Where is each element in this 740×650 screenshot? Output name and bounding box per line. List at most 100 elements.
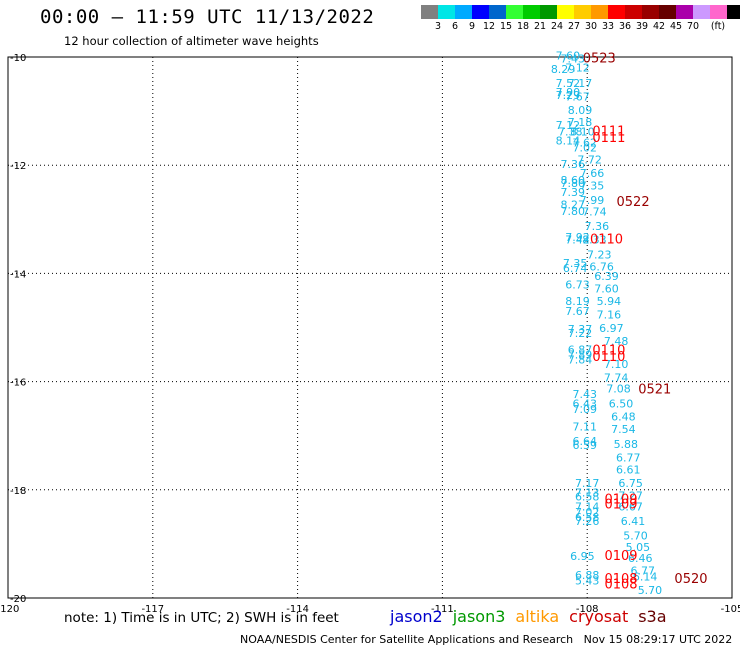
colorbar-swatch [540,5,557,19]
wave-height-point: 7.08 [606,382,631,395]
colorbar-label: 15 [499,21,513,32]
wave-height-point: 8.29 [551,63,576,76]
wave-height-point: 7.43 [573,388,598,401]
colorbar-swatch [523,5,540,19]
wave-height-point: 7.80 [560,205,585,218]
wave-height-point: 6.58 [575,511,600,524]
colorbar-swatch [557,5,574,19]
colorbar-swatch [438,5,455,19]
colorbar-label: 6 [451,21,459,32]
pass-time-label: 0523 [583,51,616,66]
wave-height-point: 7.66 [580,167,605,180]
wave-height-point: 7.10 [604,358,629,371]
satellite-label-altika: altika [515,607,560,626]
wave-height-point: 7.52 [556,77,581,90]
pass-time-label: 0108 [604,572,637,587]
wave-height-point: 6.41 [621,515,646,528]
wave-height-point: 6.73 [565,279,590,292]
wave-height-point: 5.70 [623,530,648,543]
wave-height-point: 7.22 [568,327,593,340]
wave-height-point: 6.87 [568,343,593,356]
pass-time-label: 0110 [592,350,625,365]
colorbar-label: 18 [516,21,530,32]
satellite-label-s3a: s3a [638,607,667,626]
wave-height-point: 6.64 [573,435,598,448]
colorbar-label: 70 [686,21,700,32]
pass-time-label: 0111 [592,124,625,139]
colorbar-swatch [642,5,659,19]
wave-height-point: 7.12 [565,62,590,75]
wave-height-point: 6.43 [573,398,598,411]
chart-subtitle: 12 hour collection of altimeter wave hei… [64,34,319,48]
wave-height-point: 7.11 [573,420,598,433]
pass-time-label: 0109 [604,498,637,513]
colorbar-label: 24 [550,21,564,32]
wave-height-point: 5.88 [614,438,639,451]
wave-height-point: 8.27 [560,198,585,211]
colorbar-swatch [421,5,438,19]
y-tick-label: -20 [10,594,26,605]
colorbar-label: 33 [601,21,615,32]
wave-height-point: 7.35 [563,257,588,270]
colorbar-label: 12 [482,21,496,32]
colorbar-swatch [506,5,523,19]
wave-height-point: 5.05 [626,541,651,554]
wave-height-point: 6.97 [599,322,624,335]
satellite-label-cryosat: cryosat [569,607,629,626]
wave-height-point: 7.36 [560,158,585,171]
wave-height-point: 6.88 [575,569,600,582]
x-tick-label: -117 [141,604,164,615]
wave-height-point: 7.84 [568,354,593,367]
colorbar-swatch [574,5,591,19]
wave-height-point: 8.14 [556,135,581,148]
wave-height-point: 7.35 [580,180,605,193]
wave-height-point: 6.74 [563,262,588,275]
x-tick-label: -120 [0,604,19,615]
wave-height-point: 7.16 [597,308,622,321]
wave-height-point: 6.14 [633,571,658,584]
plot-frame [7,56,733,599]
colorbar-label: 21 [533,21,547,32]
wave-height-point: 6.77 [616,452,641,465]
pass-time-label: 0522 [617,195,650,210]
chart-title: 00:00 – 11:59 UTC 11/13/2022 [40,6,375,28]
x-tick-label: -114 [286,604,309,615]
wave-height-point: 7.72 [577,154,602,167]
y-tick-label: -12 [10,161,26,172]
pass-time-label: 0110 [590,233,623,248]
colorbar-label: 39 [635,21,649,32]
wave-height-point: 7.27 [618,490,643,503]
pass-time-label: 0109 [604,492,637,507]
satellite-label-jason2: jason2 [390,607,443,626]
wave-height-point: 7.54 [611,423,636,436]
wave-height-point: 7.02 [575,506,600,519]
colorbar-swatch [472,5,489,19]
wave-height-point: 7.02 [573,142,598,155]
colorbar-label: (ft) [710,21,726,32]
wave-height-point: 7.13 [575,486,600,499]
colorbar-swatch [625,5,642,19]
wave-height-point: 5.94 [597,295,622,308]
colorbar-swatch [591,5,608,19]
colorbar-label: 3 [434,21,442,32]
colorbar-swatch [693,5,710,19]
wave-height-point: 7.26 [575,515,600,528]
wave-height-point: 6.95 [570,550,595,563]
wave-height-point: 6.67 [618,500,643,513]
colorbar-swatch [455,5,472,19]
wave-height-point: 7.09 [573,403,598,416]
wave-height-point: 7.29 [556,89,581,102]
y-tick-label: -16 [10,378,26,389]
wave-height-point: 7.67 [565,90,590,103]
pass-time-label: 0109 [604,549,637,564]
wave-height-point: 7.37 [568,323,593,336]
wave-height-point: 7.36 [585,220,610,233]
wave-height-point: 8.33 [582,234,607,247]
colorbar-swatch [727,5,740,19]
wave-height-point: 7.38 [558,125,583,138]
wave-height-point: 6.46 [628,552,653,565]
wave-height-point: 8.19 [565,295,590,308]
wave-height-point: 7.74 [604,372,629,385]
wave-height-point: 8.10 [570,125,595,138]
